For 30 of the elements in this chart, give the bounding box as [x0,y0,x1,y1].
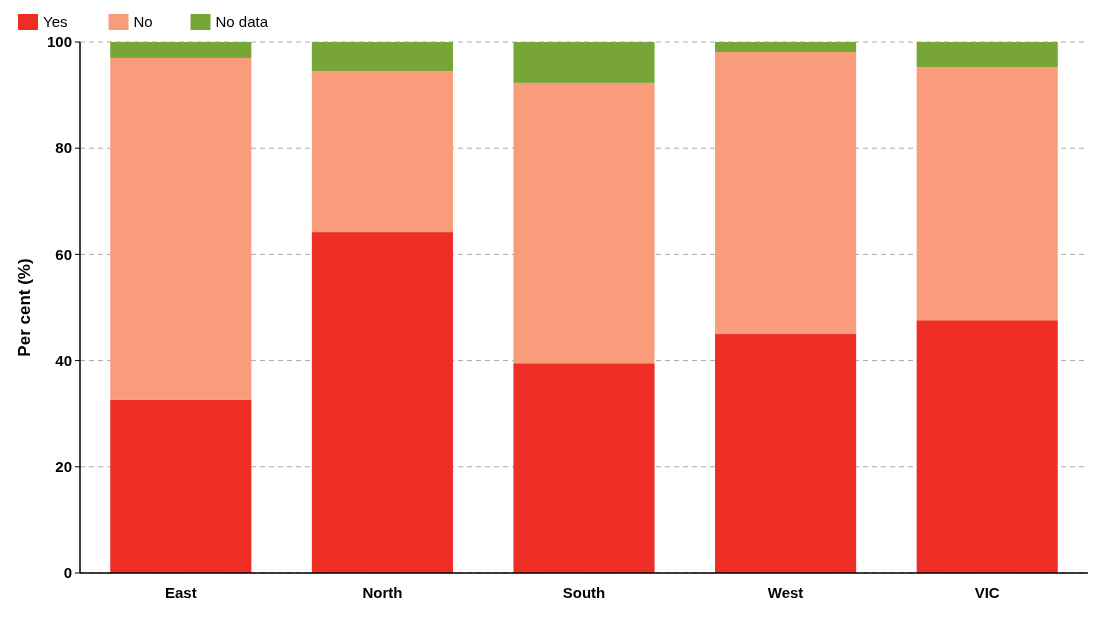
y-tick-label: 100 [46,33,72,51]
bar [311,71,453,233]
bar [110,399,252,573]
bar [715,334,857,573]
bar [513,363,655,573]
x-tick-label: North [362,584,403,601]
bar [715,42,857,53]
y-tick-label: 40 [55,351,72,369]
y-tick-label: 20 [55,458,72,476]
bar [110,57,252,400]
legend-label: No data [215,13,269,30]
bar [311,42,453,72]
bar [916,320,1058,573]
bar [715,52,857,335]
y-tick-label: 0 [63,564,72,582]
bar [110,42,252,58]
x-tick-label: West [767,584,804,601]
x-tick-label: East [164,584,197,601]
bar [916,42,1058,67]
y-axis-title: Per cent (%) [15,258,34,357]
legend-label: No [133,13,153,30]
bar [916,66,1058,321]
x-tick-label: South [562,584,606,601]
y-tick-label: 80 [55,139,72,157]
bar [513,42,655,83]
bar [311,232,453,573]
x-tick-label: VIC [974,584,1000,601]
legend-label: Yes [43,13,68,30]
bar [513,82,655,364]
y-tick-label: 60 [55,245,72,263]
